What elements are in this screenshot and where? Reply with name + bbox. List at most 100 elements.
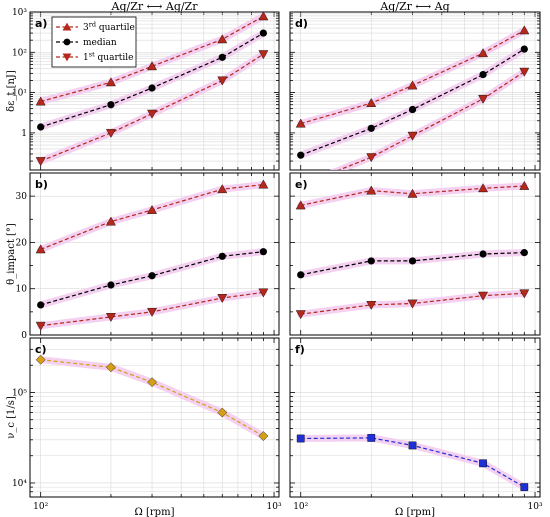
data-point [478, 183, 488, 193]
x-tick-label: 10³ [528, 502, 543, 512]
panel-c: 10⁴ 10⁵ 10² 10³ c) ν_c [1/s] Ω [rpm] [6, 337, 282, 517]
data-point [35, 157, 46, 167]
data-point [105, 129, 116, 138]
data-point [258, 50, 269, 60]
data-point [107, 281, 115, 289]
legend-entry-label: 3rd quartile [83, 21, 135, 34]
chart-root: 1 10¹ 10² 10³ a) Ag/Zr ⟷ Ag/Zr δε_t [nJ] d) Ag/Z… [6, 0, 543, 517]
legend-entry-main: 3 [83, 23, 89, 33]
data-point [37, 301, 45, 309]
data-point [147, 377, 157, 388]
data-point [366, 301, 377, 310]
legend-marker [62, 22, 72, 31]
data-point [217, 34, 228, 44]
x-axis-label: Ω [rpm] [135, 507, 175, 517]
y-axis-label: ν_c [1/s] [6, 396, 17, 439]
data-point [258, 288, 269, 298]
panel-f: 10² 10³ f) Ω [rpm] [289, 337, 543, 517]
data-point [520, 249, 528, 257]
legend-marker [62, 53, 72, 62]
y-tick-label: 30 [16, 192, 28, 202]
panel-frame [289, 337, 541, 498]
y-axis-label: θ_impact [°] [6, 223, 17, 285]
data-point [295, 118, 306, 128]
legend-entry-label: median [83, 38, 117, 48]
legend-entry-rest: quartile [95, 53, 134, 63]
data-point [367, 257, 375, 265]
data-point [519, 67, 530, 77]
series-line [40, 15, 264, 103]
data-point [148, 84, 156, 92]
panel-label: c) [35, 343, 47, 356]
y-tick-label: 10⁴ [12, 479, 27, 489]
legend-entry-rest: quartile [96, 23, 135, 33]
data-point [218, 53, 226, 61]
data-point [147, 307, 157, 317]
panel-label: d) [295, 17, 308, 30]
data-point [519, 289, 530, 299]
panel-e: e) [289, 172, 541, 336]
panel-label: b) [35, 178, 48, 191]
panel-frame [29, 172, 280, 336]
data-point [407, 299, 418, 309]
data-point [258, 431, 269, 441]
data-point [258, 179, 269, 189]
data-point [407, 80, 418, 90]
series-line [40, 251, 264, 306]
panel-frame [29, 11, 280, 171]
x-tick-label: 10² [293, 502, 308, 512]
data-point [479, 70, 487, 79]
data-point [35, 354, 46, 365]
data-point [366, 153, 377, 163]
x-tick-label: 10³ [267, 502, 282, 512]
data-point [295, 200, 306, 210]
data-point [105, 313, 116, 322]
data-point [107, 101, 115, 109]
panel-d: d) Ag/Zr ⟷ Ag [289, 0, 541, 171]
series-group [35, 354, 269, 441]
data-point [217, 294, 228, 303]
y-tick-label: 1 [21, 129, 27, 139]
x-axis-label: Ω [rpm] [395, 507, 435, 517]
y-tick-label: 20 [16, 238, 28, 248]
data-point [35, 244, 46, 254]
data-point [520, 45, 528, 53]
panel-label: f) [295, 343, 305, 356]
series-line [40, 53, 264, 162]
data-point [259, 248, 267, 256]
data-point [147, 61, 157, 71]
series-group [295, 25, 530, 170]
data-point [408, 257, 417, 265]
series-group [35, 12, 269, 167]
data-point [297, 271, 305, 279]
data-point [519, 180, 530, 190]
panel-label: a) [35, 17, 47, 30]
y-tick-label: 10² [12, 48, 27, 58]
y-tick-label: 10⁵ [12, 388, 27, 398]
panel-frame [289, 11, 541, 171]
legend-entry-sup: rd [89, 21, 96, 29]
data-point [258, 12, 269, 21]
data-point [408, 441, 417, 450]
data-point [479, 250, 487, 258]
column-title: Ag/Zr ⟷ Ag/Zr [111, 0, 199, 13]
panel-frame [289, 172, 541, 336]
column-title: Ag/Zr ⟷ Ag [379, 0, 449, 13]
data-point [148, 272, 156, 280]
data-point [217, 184, 228, 194]
panel-a: 1 10¹ 10² 10³ a) Ag/Zr ⟷ Ag/Zr δε_t [nJ] [6, 0, 280, 171]
data-point [367, 434, 376, 442]
series-group [35, 179, 269, 331]
data-point [217, 407, 228, 418]
data-point [35, 96, 46, 106]
data-point [519, 25, 530, 35]
data-point [295, 310, 306, 320]
data-point [478, 94, 488, 104]
y-tick-label: 10³ [12, 8, 27, 18]
y-axis-label: δε_t [nJ] [6, 70, 17, 112]
data-point [105, 216, 116, 226]
panel-label: e) [295, 178, 308, 191]
data-point [478, 48, 488, 58]
panel-b: 0 10 20 30 b) θ_impact [°] [6, 172, 280, 341]
